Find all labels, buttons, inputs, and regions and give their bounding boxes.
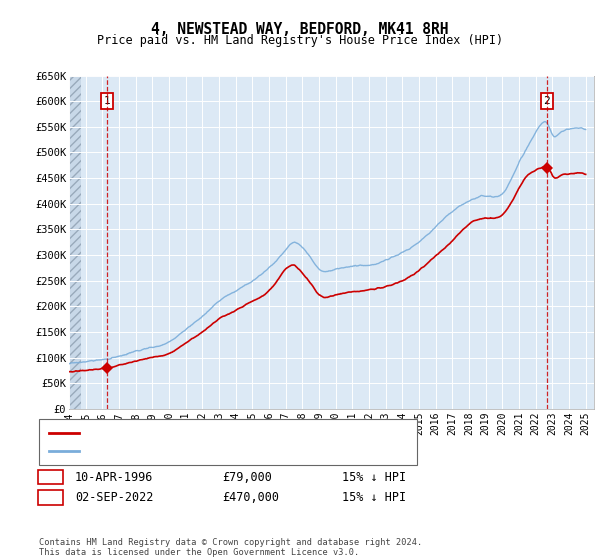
Text: £470,000: £470,000 [222,491,279,504]
Text: 1: 1 [103,96,110,106]
Text: 10-APR-1996: 10-APR-1996 [75,470,154,484]
Text: Price paid vs. HM Land Registry's House Price Index (HPI): Price paid vs. HM Land Registry's House … [97,34,503,47]
Text: 2: 2 [544,96,550,106]
Text: 4, NEWSTEAD WAY, BEDFORD, MK41 8RH (detached house): 4, NEWSTEAD WAY, BEDFORD, MK41 8RH (deta… [85,428,404,438]
Text: 2: 2 [47,491,54,504]
Text: 15% ↓ HPI: 15% ↓ HPI [342,470,406,484]
Text: Contains HM Land Registry data © Crown copyright and database right 2024.
This d: Contains HM Land Registry data © Crown c… [39,538,422,557]
Text: £79,000: £79,000 [222,470,272,484]
Text: 02-SEP-2022: 02-SEP-2022 [75,491,154,504]
Text: HPI: Average price, detached house, Bedford: HPI: Average price, detached house, Bedf… [85,446,354,456]
Bar [69,76,81,409]
Text: 15% ↓ HPI: 15% ↓ HPI [342,491,406,504]
Text: 1: 1 [47,470,54,484]
Text: 4, NEWSTEAD WAY, BEDFORD, MK41 8RH: 4, NEWSTEAD WAY, BEDFORD, MK41 8RH [151,22,449,36]
